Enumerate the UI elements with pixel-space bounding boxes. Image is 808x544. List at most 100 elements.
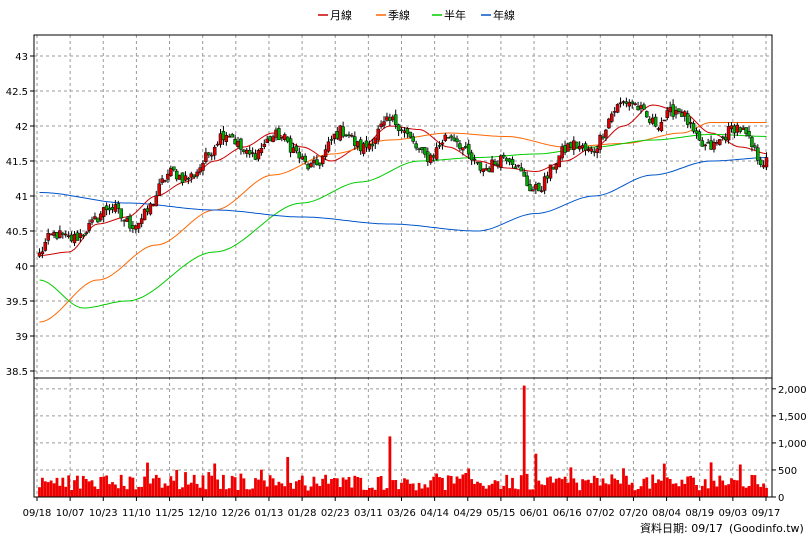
price-grid bbox=[34, 35, 772, 497]
volume-bar-187 bbox=[584, 480, 587, 497]
candle-body-183 bbox=[572, 140, 576, 151]
volume-bar-163 bbox=[514, 488, 517, 497]
candle-body-0 bbox=[37, 252, 42, 257]
volume-bar-169 bbox=[531, 489, 535, 497]
candle-body-229 bbox=[706, 142, 710, 144]
candle-body-213 bbox=[659, 122, 664, 132]
candle-body-128 bbox=[411, 136, 415, 142]
volume-bar-198 bbox=[616, 480, 619, 497]
volume-bar-195 bbox=[607, 484, 611, 497]
candle-body-120 bbox=[388, 117, 392, 121]
candle-body-61 bbox=[215, 143, 220, 146]
volume-bar-150 bbox=[476, 481, 479, 497]
candle-body-181 bbox=[566, 143, 570, 152]
volume-bar-138 bbox=[441, 477, 444, 497]
volume-bar-207 bbox=[642, 478, 646, 497]
volume-bar-231 bbox=[712, 480, 716, 497]
volume-bar-15 bbox=[81, 475, 85, 497]
volume-bar-39 bbox=[151, 478, 155, 497]
volume-bar-139 bbox=[443, 490, 447, 497]
volume-bar-68 bbox=[236, 490, 240, 497]
candle-body-203 bbox=[630, 101, 634, 104]
candle-body-60 bbox=[212, 146, 217, 156]
candle-body-66 bbox=[230, 134, 234, 138]
candle-body-153 bbox=[484, 168, 488, 171]
candle-body-119 bbox=[385, 116, 389, 121]
volume-bar-78 bbox=[265, 486, 269, 497]
candle-body-53 bbox=[192, 174, 196, 178]
candle-body-122 bbox=[393, 114, 398, 126]
volume-bar-29 bbox=[122, 485, 126, 497]
candle-body-27 bbox=[116, 203, 121, 209]
volume-bar-99 bbox=[327, 483, 330, 497]
volume-bar-45 bbox=[169, 476, 173, 497]
volume-bar-219 bbox=[677, 486, 681, 497]
volume-bar-161 bbox=[508, 488, 511, 497]
candle-body-83 bbox=[280, 136, 284, 139]
volume-bar-36 bbox=[143, 476, 146, 497]
volume-bar-2 bbox=[43, 481, 47, 497]
candle-body-199 bbox=[618, 102, 623, 105]
candle-body-236 bbox=[726, 126, 731, 141]
volume-bar-108 bbox=[353, 475, 357, 497]
candle-body-121 bbox=[391, 116, 395, 121]
date-tick-label-4: 11/25 bbox=[155, 508, 184, 519]
candle-body-185 bbox=[577, 145, 582, 150]
candle-body-169 bbox=[531, 189, 535, 192]
ma-line-2 bbox=[39, 133, 767, 309]
candle-body-155 bbox=[490, 159, 494, 173]
candle-body-163 bbox=[513, 166, 518, 169]
candle-body-32 bbox=[131, 225, 135, 229]
volume-bars bbox=[38, 385, 768, 497]
candle-body-149 bbox=[472, 158, 477, 161]
volume-bar-82 bbox=[277, 481, 281, 497]
volume-bar-246 bbox=[756, 484, 760, 497]
volume-bar-30 bbox=[125, 489, 129, 497]
volume-bar-245 bbox=[753, 475, 757, 497]
candle-body-74 bbox=[253, 153, 258, 160]
volume-bar-202 bbox=[627, 484, 631, 497]
volume-bar-181 bbox=[566, 482, 570, 497]
candle-body-166 bbox=[522, 171, 526, 177]
volume-bar-104 bbox=[341, 477, 345, 497]
volume-bar-61 bbox=[216, 479, 219, 497]
volume-bar-215 bbox=[665, 477, 669, 497]
price-tick-label-5: 40.5 bbox=[6, 227, 28, 238]
candle-body-13 bbox=[75, 232, 80, 241]
candle-body-17 bbox=[87, 223, 91, 231]
date-tick-label-13: 04/29 bbox=[453, 508, 482, 519]
volume-bar-190 bbox=[592, 475, 596, 497]
date-tick-label-5: 12/10 bbox=[188, 508, 217, 519]
volume-bar-27 bbox=[116, 488, 120, 497]
candle-body-244 bbox=[750, 137, 754, 147]
legend-label-0: 月線 bbox=[330, 8, 352, 22]
candle-body-88 bbox=[294, 145, 299, 152]
candle-body-189 bbox=[589, 148, 594, 152]
volume-bar-44 bbox=[166, 485, 170, 497]
candle-body-231 bbox=[712, 141, 716, 150]
volume-bar-208 bbox=[645, 477, 649, 497]
volume-bar-113 bbox=[368, 488, 371, 497]
volume-bar-129 bbox=[414, 490, 418, 497]
volume-bar-106 bbox=[347, 477, 351, 497]
candle-body-62 bbox=[218, 133, 223, 145]
plot-frames bbox=[33, 34, 773, 498]
volume-tick-label-2: 1,000 bbox=[778, 439, 807, 450]
volume-bar-115 bbox=[373, 489, 377, 497]
candle-body-38 bbox=[148, 203, 153, 215]
candle-body-156 bbox=[493, 161, 497, 165]
candle-body-11 bbox=[69, 234, 74, 242]
candle-body-90 bbox=[300, 156, 305, 160]
volume-bar-22 bbox=[102, 476, 106, 497]
volume-bar-238 bbox=[733, 479, 736, 497]
candle-body-239 bbox=[735, 124, 740, 133]
volume-bar-179 bbox=[560, 479, 564, 497]
volume-bar-14 bbox=[78, 488, 82, 497]
candle-body-212 bbox=[656, 128, 661, 130]
volume-bar-210 bbox=[651, 474, 655, 497]
volume-bar-133 bbox=[426, 487, 430, 497]
candle-body-46 bbox=[172, 166, 176, 171]
candle-body-39 bbox=[151, 204, 156, 207]
volume-bar-10 bbox=[67, 475, 71, 497]
